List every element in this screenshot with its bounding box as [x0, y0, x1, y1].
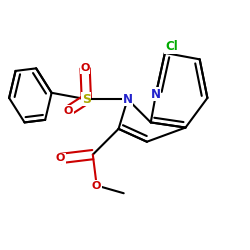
Text: O: O: [64, 106, 73, 116]
Text: O: O: [80, 63, 90, 73]
Text: N: N: [122, 93, 132, 106]
Text: S: S: [82, 93, 91, 106]
Text: N: N: [151, 88, 161, 101]
Text: Cl: Cl: [165, 40, 178, 53]
Text: O: O: [92, 180, 101, 190]
Text: O: O: [56, 154, 65, 164]
